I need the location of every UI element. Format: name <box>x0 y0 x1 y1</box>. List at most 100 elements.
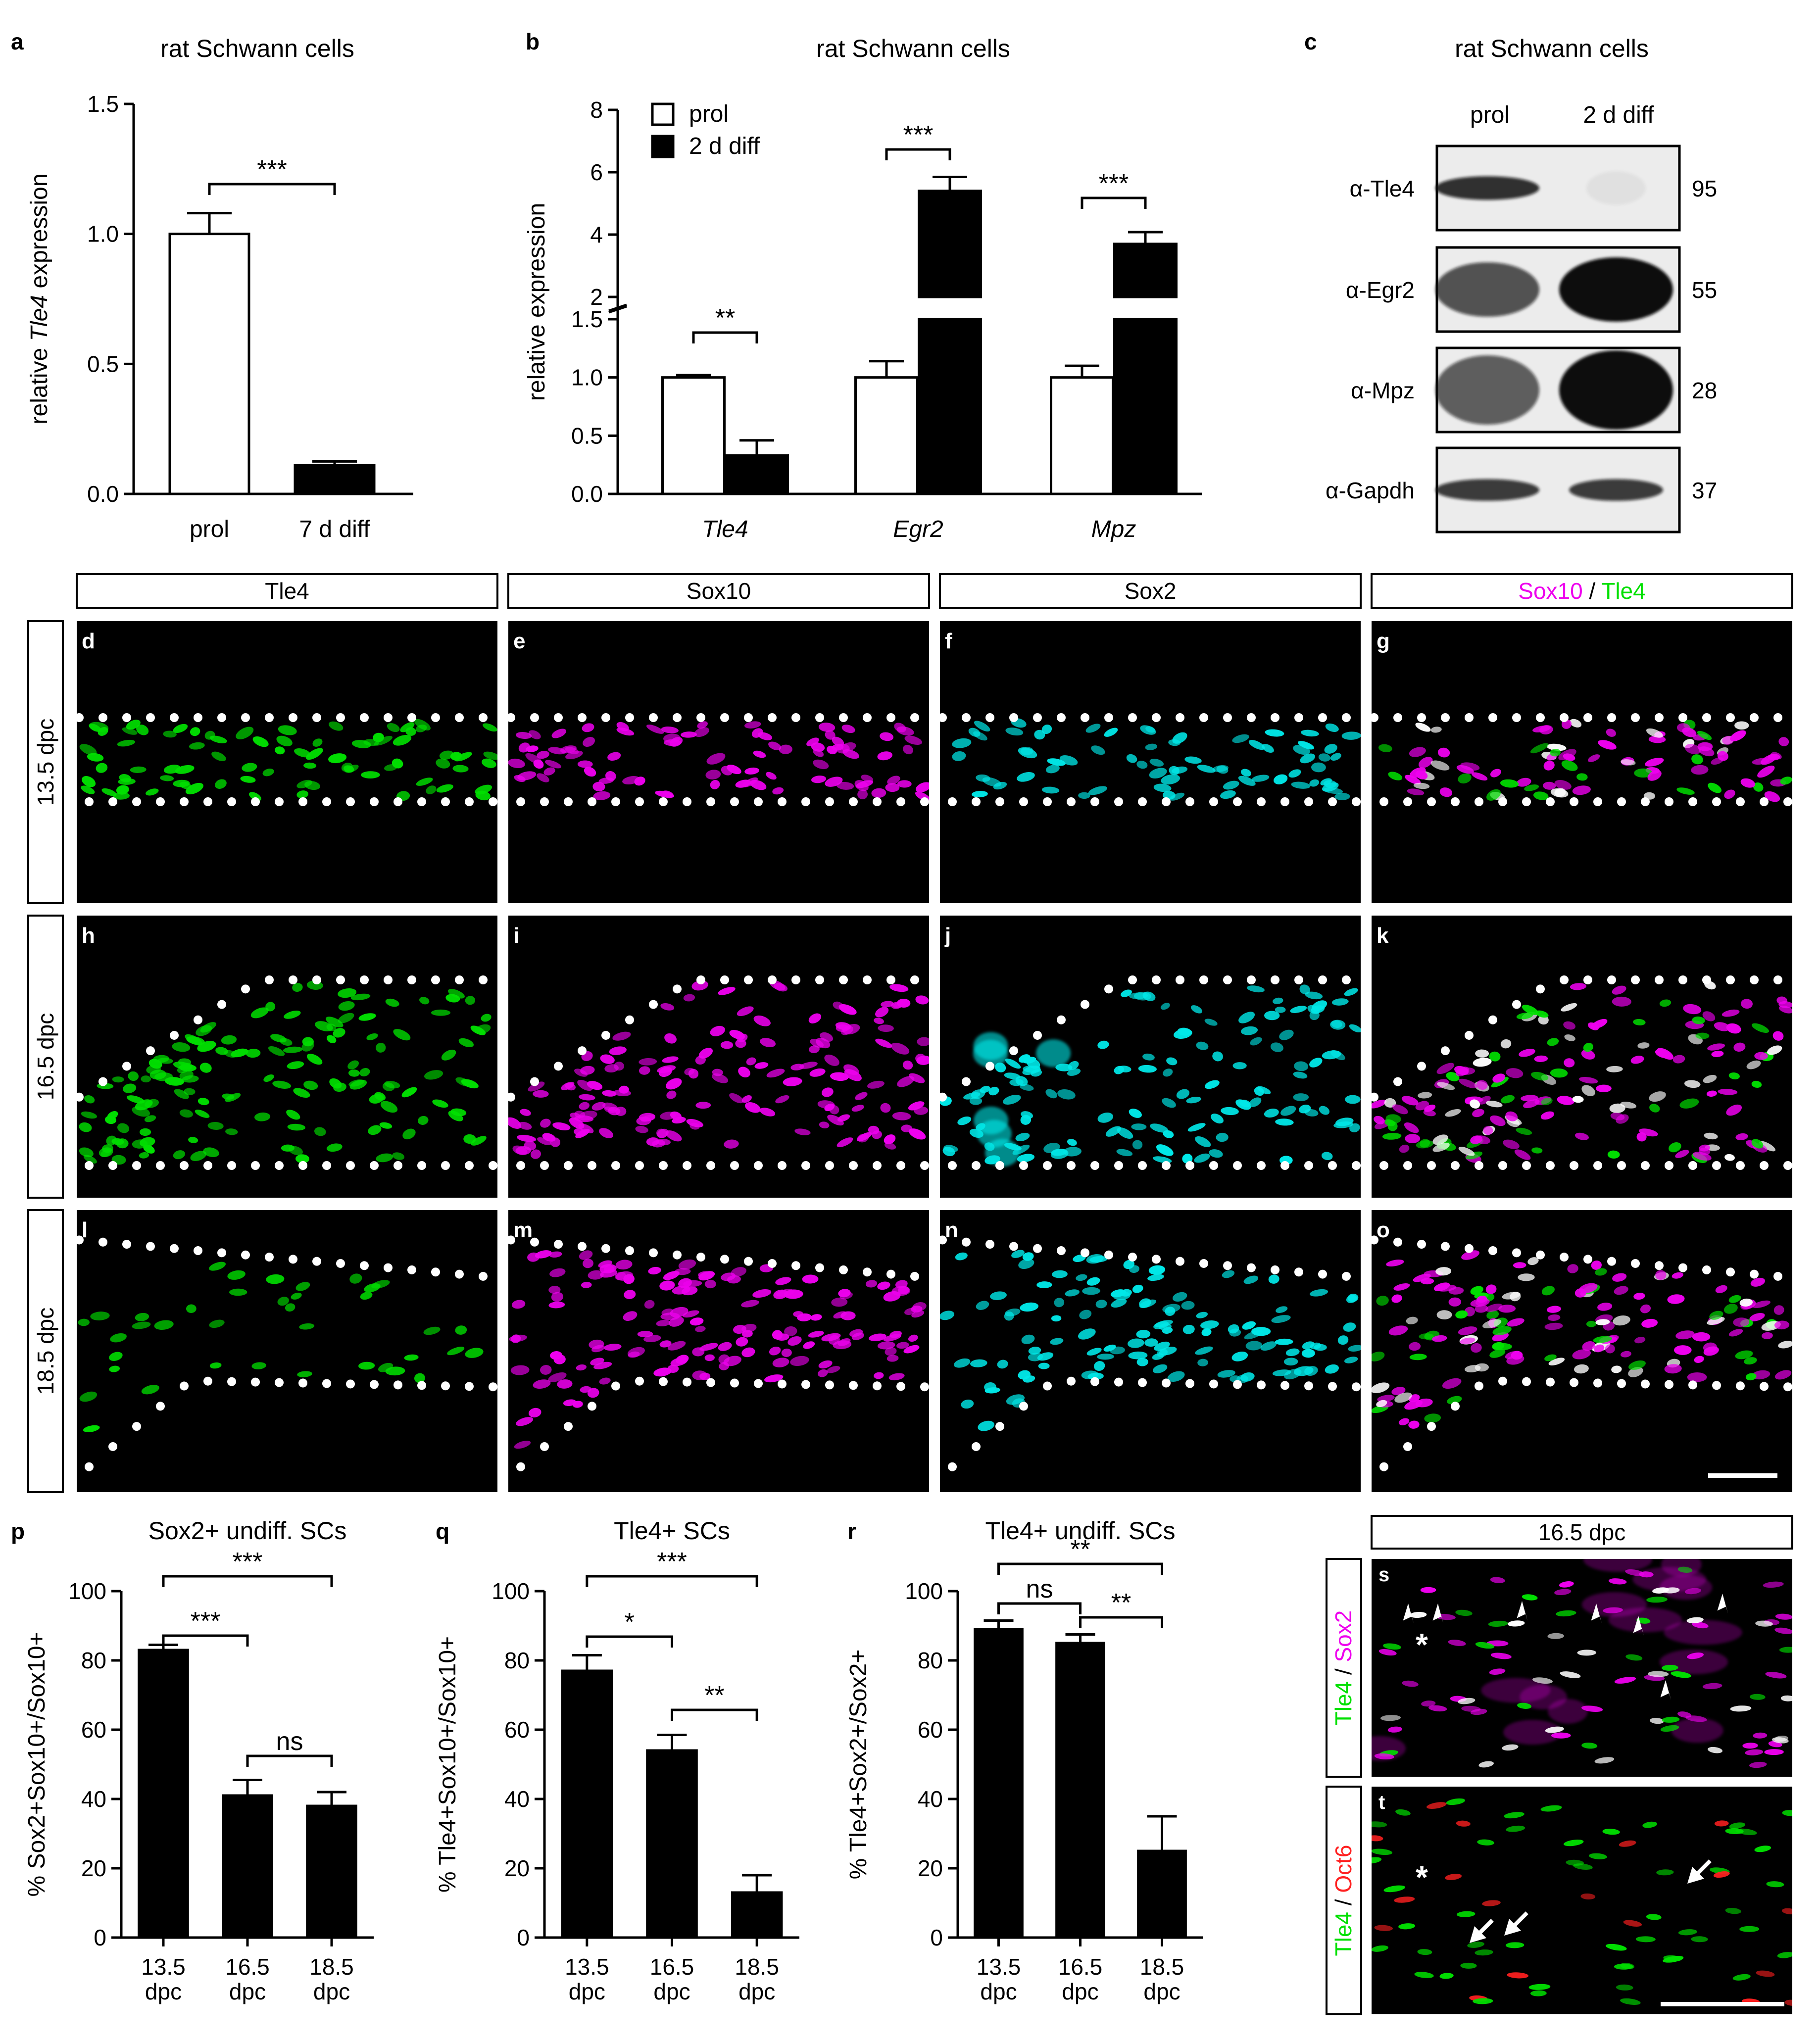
nucleus <box>1160 1003 1170 1010</box>
outline-dot <box>920 1161 929 1170</box>
nucleus <box>1195 1346 1213 1355</box>
chart-p-x-label-top-1: 16.5 <box>225 1954 270 1980</box>
outline-dot <box>611 1381 620 1391</box>
chart-a-x-label-0: prol <box>190 516 229 542</box>
nucleus <box>1148 1265 1166 1275</box>
outline-dot <box>791 975 800 984</box>
outline-dot <box>611 1161 620 1170</box>
nucleus <box>385 998 399 1007</box>
nucleus <box>455 1077 471 1087</box>
nucleus <box>236 727 254 739</box>
nucleus <box>1763 1581 1784 1588</box>
arrowhead-icon <box>1591 1604 1602 1624</box>
micrograph-cells <box>77 1235 497 1471</box>
nucleus <box>1746 1060 1761 1069</box>
nucleus <box>359 1068 370 1076</box>
outline-dot <box>455 713 464 722</box>
blot-kda-label: 95 <box>1692 176 1717 201</box>
nucleus <box>1735 1350 1753 1360</box>
nucleus <box>189 742 205 750</box>
outline-dot <box>1726 1267 1735 1277</box>
nucleus <box>548 747 566 755</box>
nucleus <box>1458 773 1472 784</box>
side-label-t-sep: / <box>1330 1893 1356 1912</box>
outline-dot <box>1304 1161 1313 1170</box>
nucleus <box>1334 792 1350 800</box>
micrograph-cells <box>1372 1798 1792 2006</box>
nucleus <box>1649 1091 1666 1102</box>
nucleus <box>1418 1092 1432 1099</box>
chart-q-significance-2-label: *** <box>657 1548 687 1576</box>
micrograph-t: t* <box>1372 1787 1792 2014</box>
column-header-sox10: Sox10 <box>687 578 751 604</box>
nucleus <box>592 781 605 792</box>
outline-dot <box>1546 1377 1555 1387</box>
nucleus <box>772 1358 789 1367</box>
nucleus <box>718 1342 732 1351</box>
nucleus <box>689 1317 704 1326</box>
nucleus <box>153 1055 169 1063</box>
outline-dot <box>98 713 107 722</box>
outline-dot <box>275 1161 284 1170</box>
nucleus <box>1588 754 1600 762</box>
nucleus <box>1197 765 1216 773</box>
nucleus <box>186 1304 197 1313</box>
nucleus <box>376 1153 394 1163</box>
nucleus <box>665 1130 682 1142</box>
nucleus <box>1778 737 1789 746</box>
nucleus <box>587 1388 599 1398</box>
nucleus <box>1021 1334 1035 1344</box>
outline-dot <box>995 1161 1004 1170</box>
micrograph-cells <box>508 1235 929 1471</box>
outline-dot <box>217 1000 226 1009</box>
nucleus <box>897 780 912 788</box>
outline-dot <box>122 1062 131 1071</box>
nucleus <box>1409 1354 1427 1361</box>
nucleus <box>1639 1128 1658 1137</box>
outline-dot <box>1081 713 1089 722</box>
nucleus <box>1232 1062 1247 1069</box>
nucleus <box>1136 1329 1151 1339</box>
nucleus <box>888 1373 905 1381</box>
outline-dot <box>441 1161 450 1170</box>
micrograph-cells <box>77 713 497 806</box>
micrograph-d: d <box>77 621 497 903</box>
nucleus <box>553 1354 566 1364</box>
nucleus <box>1116 1149 1133 1157</box>
nucleus <box>1298 741 1315 750</box>
nucleus <box>1028 1353 1043 1361</box>
nucleus <box>818 723 836 732</box>
nucleus <box>1475 1363 1489 1372</box>
chart-q-significance-1 <box>671 1708 758 1721</box>
nucleus <box>1531 1071 1549 1081</box>
nucleus <box>1439 787 1453 797</box>
nucleus <box>1222 1270 1235 1278</box>
nucleus <box>557 1379 573 1389</box>
nucleus <box>1017 772 1035 782</box>
nucleus <box>1706 1090 1717 1097</box>
outline-dot <box>77 1235 84 1245</box>
merge-header-tle4: Tle4 <box>1601 578 1645 604</box>
nucleus <box>1707 1316 1725 1325</box>
nucleus <box>1492 1073 1506 1083</box>
nucleus <box>1558 749 1576 761</box>
micrograph-cells <box>940 713 1361 806</box>
nucleus <box>1387 1726 1403 1733</box>
outline-dot <box>132 797 141 806</box>
nucleus <box>623 1311 638 1321</box>
micrograph-cells <box>77 975 497 1170</box>
nucleus <box>644 1300 655 1309</box>
nucleus <box>574 1069 588 1077</box>
outline-dot <box>1223 1261 1232 1270</box>
nucleus <box>1782 1810 1792 1816</box>
nucleus <box>768 741 782 750</box>
chart-q-y-tick-label: 40 <box>504 1786 530 1812</box>
nucleus <box>1734 721 1749 730</box>
nucleus <box>793 1311 803 1317</box>
nucleus <box>1659 999 1672 1007</box>
nucleus <box>1330 753 1341 761</box>
nucleus <box>1752 1300 1771 1308</box>
nucleus <box>997 1360 1008 1369</box>
outline-dot <box>886 1269 895 1279</box>
outline-dot <box>1465 713 1474 722</box>
